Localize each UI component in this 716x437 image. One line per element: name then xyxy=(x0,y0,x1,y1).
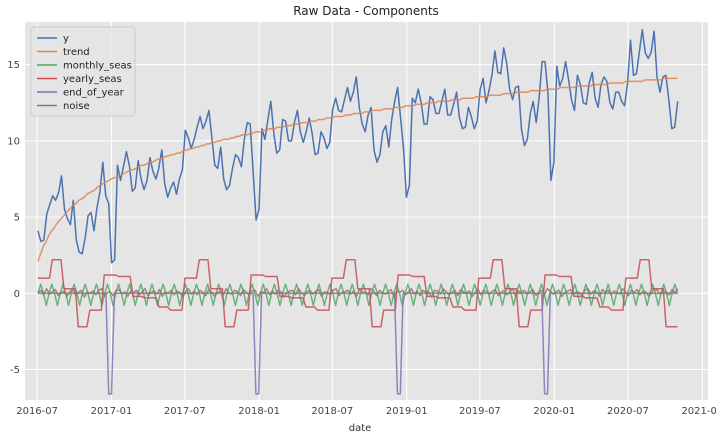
y-tick-label: 5 xyxy=(14,213,20,224)
y-tick-label: 0 xyxy=(14,289,20,300)
legend-label: trend xyxy=(63,47,90,58)
series-line-y xyxy=(37,28,679,264)
legend-label: noise xyxy=(63,101,90,112)
legend-box xyxy=(30,26,136,117)
x-tick-label: 2018-07 xyxy=(311,406,353,417)
x-tick-label: 2020-01 xyxy=(533,406,575,417)
series-line-trend xyxy=(37,77,678,262)
x-tick-label: 2016-07 xyxy=(16,406,58,417)
x-tick-label: 2021-01 xyxy=(681,406,716,417)
x-tick-label: 2017-01 xyxy=(91,406,133,417)
chart-title: Raw Data - Components xyxy=(293,4,439,18)
legend-label: y xyxy=(63,34,69,45)
x-axis-label: date xyxy=(349,423,372,434)
x-tick-label: 2020-07 xyxy=(607,406,649,417)
x-tick-label: 2018-01 xyxy=(238,406,280,417)
y-tick-label: 10 xyxy=(7,136,20,147)
series-line-yearly-seas xyxy=(37,259,678,328)
x-tick-labels: 2016-07 2017-01 2017-07 2018-01 2018-07 2019-… xyxy=(16,406,716,417)
x-tick-label: 2017-07 xyxy=(164,406,206,417)
series-line-noise xyxy=(37,287,679,298)
y-tick-label: 15 xyxy=(7,60,20,71)
x-tick-label: 2019-01 xyxy=(386,406,428,417)
legend: y trend monthly_seas yearly_seas end_of_year… xyxy=(30,26,136,117)
x-tick-label: 2019-07 xyxy=(459,406,501,417)
legend-label: yearly_seas xyxy=(63,74,122,85)
legend-label: monthly_seas xyxy=(63,61,132,72)
series-lines xyxy=(37,28,679,395)
legend-label: end_of_year xyxy=(63,88,125,99)
y-tick-label: -5 xyxy=(10,365,20,376)
y-tick-labels: -5 0 5 10 15 xyxy=(7,60,20,376)
